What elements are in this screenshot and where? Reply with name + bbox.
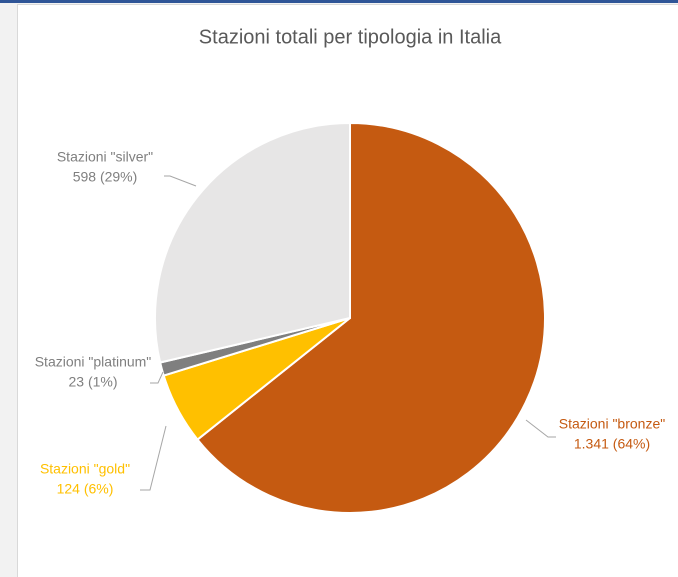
pie-slice	[154, 121, 351, 364]
slice-value-label: 124 (6%)	[57, 481, 114, 497]
leader-line	[164, 175, 197, 187]
slice-label: Stazioni "silver"	[57, 149, 153, 165]
slice-label: Stazioni "bronze"	[559, 416, 665, 432]
slice-label: Stazioni "gold"	[40, 461, 130, 477]
leader-line	[525, 419, 556, 438]
slice-value-label: 1.341 (64%)	[574, 436, 650, 452]
chart-title: Stazioni totali per tipologia in Italia	[199, 26, 502, 48]
slice-value-label: 23 (1%)	[68, 374, 117, 390]
slice-label: Stazioni "platinum"	[35, 354, 152, 370]
slice-value-label: 598 (29%)	[73, 169, 138, 185]
leader-line	[140, 425, 167, 491]
top-bar	[0, 0, 678, 3]
leader-line	[150, 371, 164, 384]
pie-slice	[196, 121, 546, 514]
